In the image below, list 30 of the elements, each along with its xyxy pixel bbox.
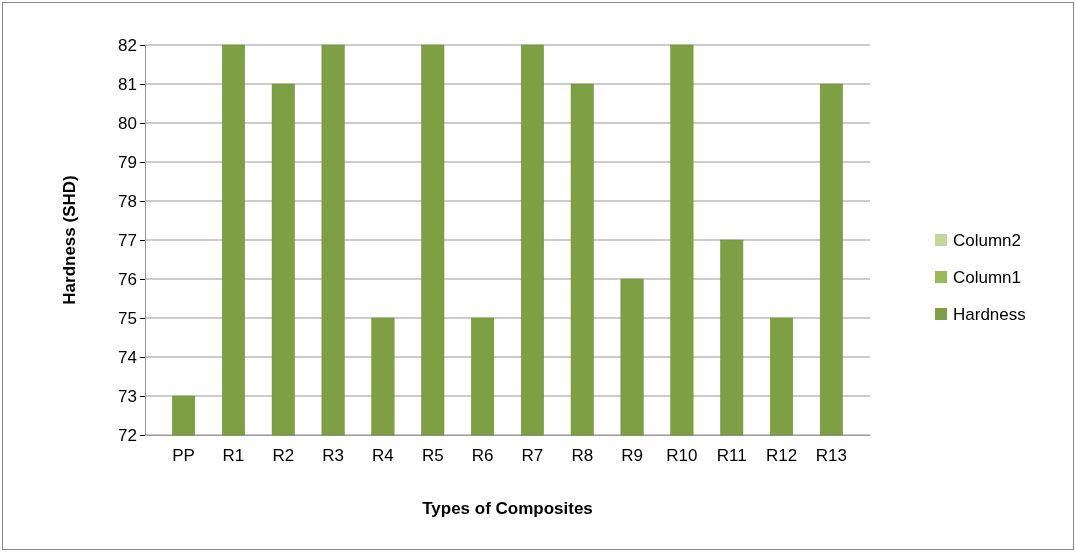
x-tick-label: R11 <box>716 446 747 466</box>
x-tick-label: R2 <box>272 446 295 466</box>
x-tick-label: R4 <box>372 446 394 466</box>
y-axis-title: Hardness (SHD) <box>60 175 79 305</box>
x-tick-label: R6 <box>471 446 494 466</box>
legend-label: Column2 <box>953 230 1022 250</box>
y-tick-label: 77 <box>118 230 137 250</box>
x-tick-label: R1 <box>222 446 245 466</box>
y-tick-label: 79 <box>118 152 137 172</box>
legend-label: Column1 <box>953 267 1022 287</box>
y-tick-label: 74 <box>118 347 137 367</box>
x-tick-label: R10 <box>666 446 698 466</box>
y-tick-label: 76 <box>118 269 137 289</box>
x-tick-label: R5 <box>421 446 444 466</box>
x-tick-label: R7 <box>521 446 544 466</box>
y-tick-label: 81 <box>118 74 137 94</box>
x-tick-label: R8 <box>571 446 594 466</box>
x-tick-label: PP <box>172 446 195 466</box>
legend-label: Hardness <box>953 304 1026 324</box>
y-tick-label: 80 <box>118 113 137 133</box>
x-axis-title: Types of Composites <box>422 499 593 518</box>
x-tick-label: R3 <box>322 446 344 466</box>
x-tick-label: R9 <box>621 446 643 466</box>
y-tick-label: 75 <box>118 308 137 328</box>
y-tick-label: 73 <box>118 386 137 406</box>
x-tick-label: R12 <box>765 446 798 466</box>
y-tick-label: 82 <box>118 35 137 55</box>
x-tick-label: R13 <box>815 446 847 466</box>
y-tick-label: 72 <box>118 425 137 445</box>
y-tick-label: 78 <box>118 191 137 211</box>
